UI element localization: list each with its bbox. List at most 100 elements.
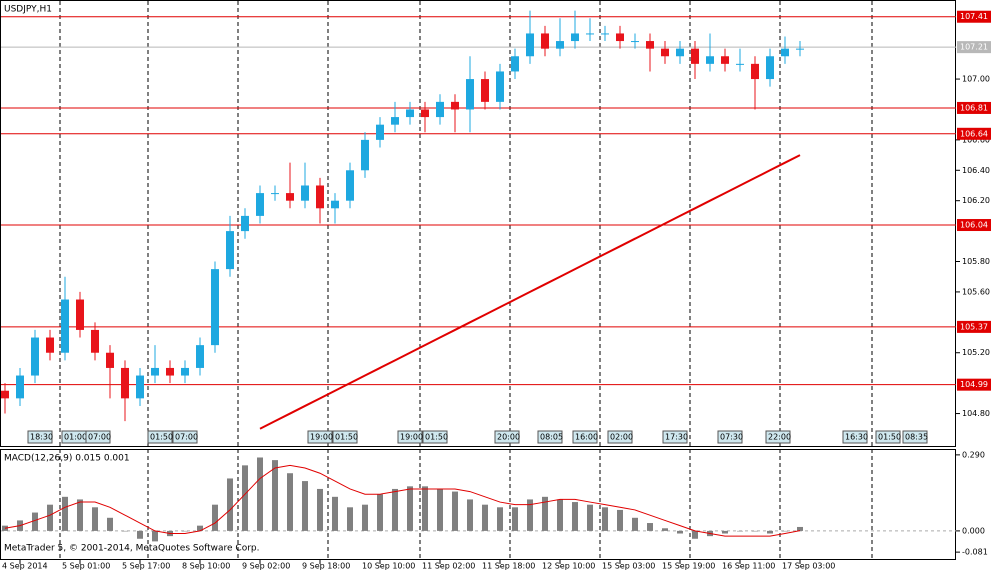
macd-bar xyxy=(482,504,488,531)
macd-bar xyxy=(797,526,803,531)
level-label-bg xyxy=(957,10,991,23)
candle-body xyxy=(121,367,129,399)
macd-bar xyxy=(737,530,743,532)
candle-body xyxy=(16,375,24,399)
macd-bar xyxy=(632,517,638,531)
macd-bar xyxy=(647,523,653,531)
event-label: 07:00 xyxy=(88,433,111,442)
x-tick-label: 12 Sep 10:00 xyxy=(542,562,595,571)
candle-body xyxy=(1,390,9,399)
candle-body xyxy=(496,71,504,102)
event-label: 02:00 xyxy=(610,433,633,442)
macd-bar xyxy=(467,499,473,531)
macd-y-tick-label: 0.290 xyxy=(962,450,985,459)
event-flag xyxy=(842,430,868,444)
level-label: 104.99 xyxy=(960,380,988,389)
macd-bar xyxy=(437,488,443,531)
level-label-bg xyxy=(957,101,991,114)
y-tick-label: 104.80 xyxy=(962,409,990,418)
y-tick-label: 105.60 xyxy=(962,287,990,296)
macd-bar xyxy=(212,504,218,531)
y-tick-label: 107.00 xyxy=(962,75,990,84)
candle-body xyxy=(211,269,219,346)
y-tick-label: 105.80 xyxy=(962,257,990,266)
candle-body xyxy=(181,367,189,376)
macd-bar xyxy=(92,507,98,531)
event-label: 16:00 xyxy=(575,433,598,442)
event-label: 19:00 xyxy=(310,433,333,442)
x-tick-label: 15 Sep 19:00 xyxy=(662,562,715,571)
candle-body xyxy=(736,63,744,65)
event-flag xyxy=(494,430,520,444)
macd-bar xyxy=(332,496,338,531)
x-tick-label: 10 Sep 10:00 xyxy=(362,562,415,571)
x-tick-label: 5 Sep 17:00 xyxy=(122,562,170,571)
event-flag xyxy=(717,430,743,444)
macd-bar xyxy=(752,530,758,532)
current-price-bg xyxy=(957,41,991,54)
candle-body xyxy=(451,101,459,110)
event-label: 01:50 xyxy=(150,433,173,442)
event-label: 19:00 xyxy=(400,433,423,442)
candle-body xyxy=(196,345,204,368)
candle-body xyxy=(331,200,339,209)
event-flag xyxy=(875,430,901,444)
macd-bar xyxy=(77,499,83,531)
macd-bar xyxy=(107,517,113,531)
macd-bar xyxy=(197,525,203,531)
event-label: 01:00 xyxy=(64,433,87,442)
event-label: 18:30 xyxy=(30,433,53,442)
candle-body xyxy=(721,56,729,64)
macd-bar xyxy=(32,512,38,531)
macd-bar xyxy=(137,530,143,539)
candle-body xyxy=(556,41,564,49)
candle-body xyxy=(526,33,534,57)
macd-bar xyxy=(287,473,293,531)
macd-bar xyxy=(767,530,773,534)
macd-bar xyxy=(662,528,668,531)
candle-body xyxy=(376,124,384,140)
event-label: 07:00 xyxy=(175,433,198,442)
macd-bar xyxy=(677,530,683,534)
price-panel-frame xyxy=(0,0,956,447)
macd-bar xyxy=(497,507,503,531)
event-flag xyxy=(662,430,688,444)
macd-bar xyxy=(227,478,233,531)
macd-bar xyxy=(377,494,383,531)
current-price-label: 107.21 xyxy=(960,43,988,52)
macd-bar xyxy=(587,504,593,531)
event-label: 01:50 xyxy=(425,433,448,442)
macd-y-tick-label: 0.000 xyxy=(962,526,985,535)
candle-body xyxy=(241,215,249,232)
level-label-bg xyxy=(957,127,991,140)
y-tick-label: 106.40 xyxy=(962,166,990,175)
macd-bar xyxy=(407,486,413,531)
event-flag xyxy=(572,430,598,444)
level-label: 106.04 xyxy=(960,221,988,230)
chart-title: USDJPY,H1 xyxy=(4,5,52,15)
x-tick-label: 15 Sep 03:00 xyxy=(602,562,655,571)
candle-body xyxy=(91,329,99,353)
macd-bar xyxy=(452,491,458,531)
candle-body xyxy=(406,109,414,118)
period-separators xyxy=(59,1,873,559)
x-tick-label: 8 Sep 10:00 xyxy=(182,562,230,571)
x-tick-label: 17 Sep 03:00 xyxy=(782,562,835,571)
plot xyxy=(1,10,956,430)
candle-body xyxy=(631,41,639,43)
macd-signal xyxy=(4,464,801,537)
candle-body xyxy=(511,56,519,72)
x-tick-label: 9 Sep 18:00 xyxy=(302,562,350,571)
event-flag xyxy=(607,430,633,444)
event-flag xyxy=(172,430,198,444)
event-label: 01:50 xyxy=(335,433,358,442)
event-flag xyxy=(397,430,423,444)
watermark: MetaTrader 5, © 2001-2014, MetaQuotes So… xyxy=(4,544,260,554)
macd-bar xyxy=(527,499,533,531)
candle-body xyxy=(586,33,594,35)
macd-bar xyxy=(422,486,428,531)
candle-body xyxy=(691,48,699,64)
candle-body xyxy=(61,299,69,353)
candle-body xyxy=(466,79,474,110)
x-tick-label: 11 Sep 18:00 xyxy=(482,562,535,571)
